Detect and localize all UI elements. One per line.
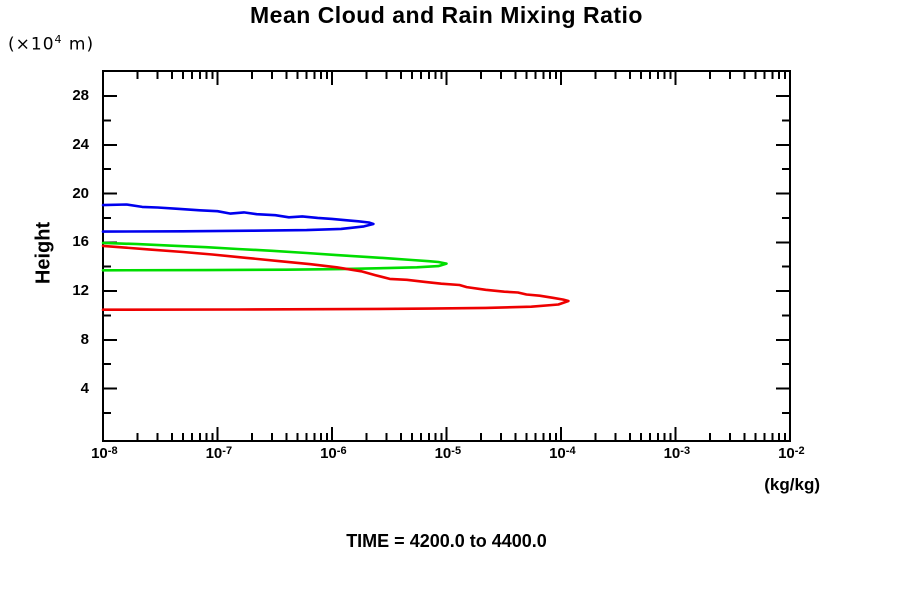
- x-tick-label: 10-4: [549, 445, 575, 462]
- x-tick-base: 10: [549, 445, 566, 462]
- x-tick-label: 10-5: [435, 445, 461, 462]
- x-tick-label: 10-2: [778, 445, 804, 462]
- x-tick-base: 10: [320, 445, 337, 462]
- x-tick-exponent: -6: [336, 445, 347, 457]
- x-tick-base: 10: [205, 445, 223, 462]
- x-tick-base: 10: [778, 445, 795, 462]
- y-tick-label: 16: [72, 233, 89, 251]
- y-tick-label: 4: [80, 379, 89, 397]
- x-tick-exponent: -2: [794, 445, 805, 457]
- x-tick-label: 10-8: [91, 445, 117, 462]
- y-unit-pre: (×10: [8, 34, 55, 55]
- y-tick-label: 24: [72, 135, 89, 153]
- x-tick-exponent: -4: [565, 445, 576, 457]
- x-axis-unit: (kg/kg): [764, 475, 820, 494]
- time-annotation: TIME = 4200.0 to 4400.0: [346, 531, 547, 551]
- x-tick-base: 10: [434, 445, 452, 462]
- green-profile: [101, 241, 448, 272]
- x-tick-exponent: -7: [222, 445, 233, 457]
- x-tick-label: 10-7: [206, 445, 232, 462]
- blue-profile: [101, 203, 375, 233]
- y-tick-label: 28: [72, 86, 89, 104]
- x-tick-exponent: -3: [680, 445, 691, 457]
- red-profile: [101, 244, 570, 312]
- x-tick-label: 10-3: [664, 445, 690, 462]
- x-tick-label: 10-6: [320, 445, 346, 462]
- x-tick-base: 10: [663, 445, 681, 462]
- plot-frame: [102, 70, 791, 442]
- x-tick-exponent: -8: [107, 445, 118, 457]
- y-tick-label: 8: [80, 330, 89, 348]
- chart-title: Mean Cloud and Rain Mixing Ratio: [250, 2, 643, 28]
- x-tick-exponent: -5: [451, 445, 462, 457]
- y-unit-post: m): [62, 34, 95, 55]
- y-tick-label: 12: [72, 282, 89, 300]
- y-unit-exponent: 4: [54, 33, 63, 46]
- x-tick-base: 10: [91, 445, 108, 462]
- y-tick-label: 20: [72, 184, 89, 202]
- y-axis-unit: (×104 m): [8, 33, 94, 55]
